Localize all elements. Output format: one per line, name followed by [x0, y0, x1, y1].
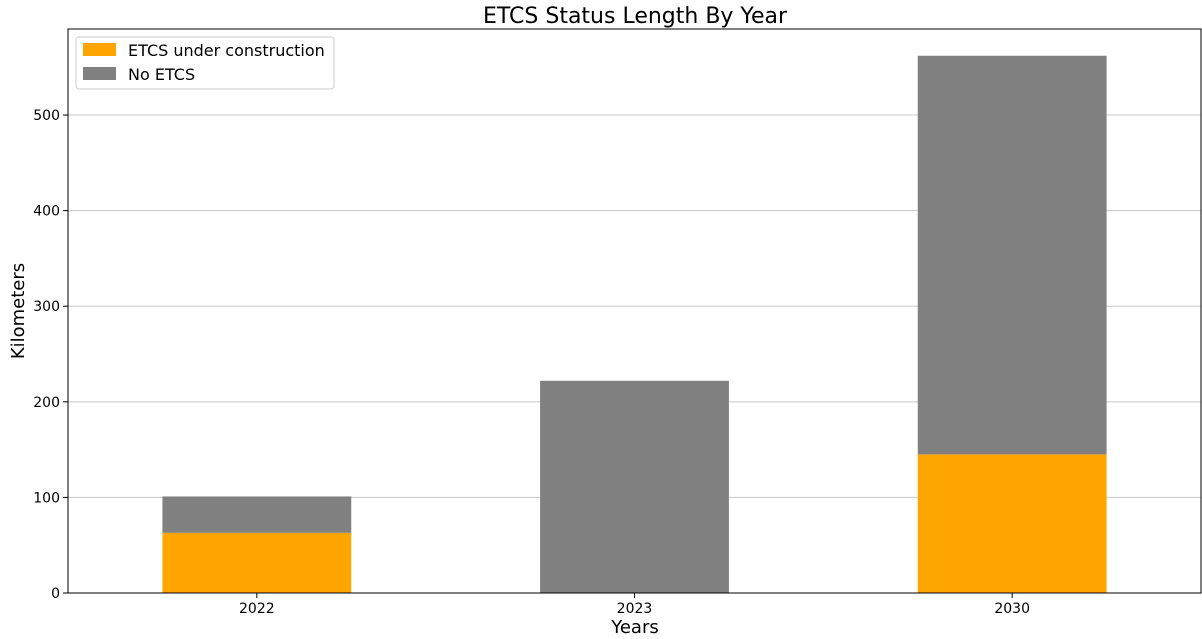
bar-no-etcs-2030 — [917, 55, 1107, 455]
y-tick-label: 300 — [33, 299, 60, 315]
x-axis-ticks: 2022 2023 2030 — [239, 593, 1030, 617]
legend-box — [75, 36, 335, 90]
y-tick-label: 100 — [33, 490, 60, 506]
y-tick-label: 0 — [51, 586, 60, 602]
legend-swatch-etcs-under-construction — [83, 43, 116, 56]
bars — [162, 55, 1107, 593]
bar-no-etcs-2022 — [162, 496, 352, 533]
legend: ETCS under construction No ETCS — [75, 36, 335, 90]
y-axis-title: Kilometers — [8, 263, 29, 359]
bar-etcs-under-construction-2022 — [162, 532, 352, 593]
legend-swatch-no-etcs — [83, 67, 116, 80]
bar-etcs-under-construction-2030 — [917, 454, 1107, 593]
bar-no-etcs-2023 — [540, 380, 729, 593]
legend-label-etcs-under-construction: ETCS under construction — [128, 41, 325, 60]
x-axis-title: Years — [610, 617, 659, 638]
y-axis-ticks: 0 100 200 300 400 500 — [33, 108, 68, 602]
y-tick-label: 500 — [33, 108, 60, 124]
y-tick-label: 200 — [33, 395, 60, 411]
chart-title: ETCS Status Length By Year — [483, 4, 788, 29]
x-tick-label: 2022 — [239, 601, 275, 617]
x-tick-label: 2023 — [617, 601, 653, 617]
x-tick-label: 2030 — [994, 601, 1030, 617]
y-tick-label: 400 — [33, 204, 60, 220]
legend-label-no-etcs: No ETCS — [128, 65, 195, 84]
